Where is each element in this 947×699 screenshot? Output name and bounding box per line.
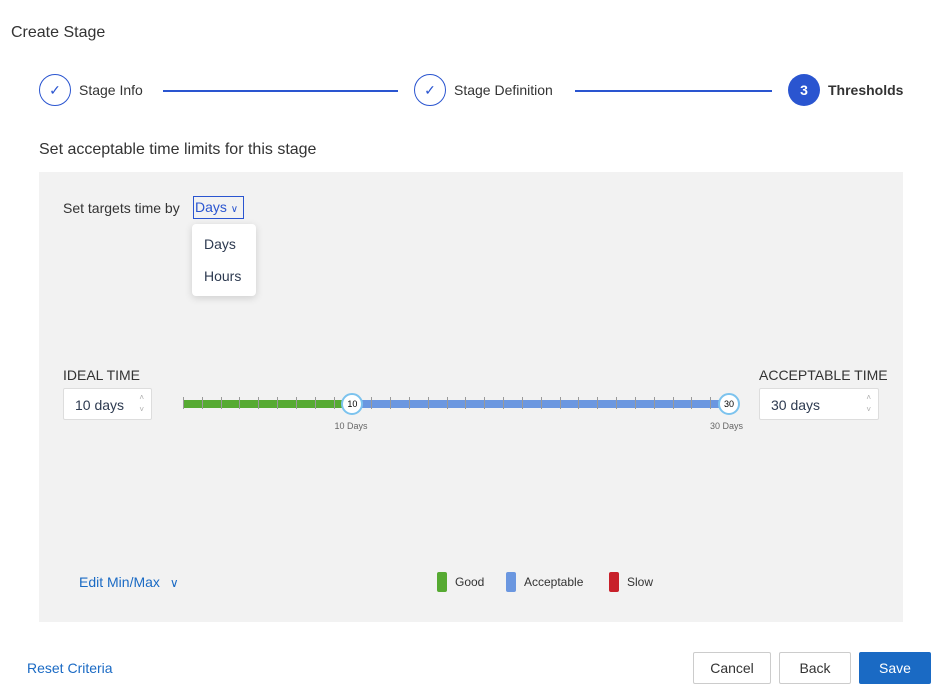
save-button[interactable]: Save [859, 652, 931, 684]
slider-tick [672, 397, 674, 409]
check-icon: ✓ [39, 74, 71, 106]
step-stage-info[interactable]: Stage Info [79, 82, 143, 98]
back-button[interactable]: Back [779, 652, 851, 684]
slider-tick [183, 397, 184, 409]
acceptable-track [352, 400, 729, 408]
slider-tick [691, 397, 693, 409]
slider-tick [201, 397, 203, 409]
slider-tick [521, 397, 523, 409]
slider-tick [559, 397, 561, 409]
unit-select[interactable]: Days ∨ [193, 196, 244, 219]
ideal-caption: 10 Days [334, 421, 368, 431]
good-track [183, 400, 353, 408]
slider-tick [616, 397, 618, 409]
slider-tick [239, 397, 241, 409]
acceptable-caption: 30 Days [710, 421, 744, 431]
spin-down-icon[interactable]: ˅ [866, 405, 871, 414]
slider-tick [408, 397, 410, 409]
spin-up-icon[interactable]: ˄ [866, 393, 871, 402]
slider-tick [710, 397, 712, 409]
targets-label: Set targets time by [63, 200, 180, 216]
step-connector [575, 90, 772, 92]
slider-tick [653, 397, 655, 409]
acceptable-time-input[interactable]: 30 days ˄ ˅ [759, 388, 879, 420]
slider-tick [258, 397, 260, 409]
legend-swatch-acceptable [506, 572, 516, 592]
menu-item-days[interactable]: Days [204, 236, 236, 252]
slider-tick [390, 397, 392, 409]
slider-tick [314, 397, 316, 409]
edit-minmax-label: Edit Min/Max [79, 574, 160, 590]
slider-tick [277, 397, 279, 409]
step-stage-definition[interactable]: Stage Definition [454, 82, 553, 98]
step-thresholds[interactable]: Thresholds [828, 82, 904, 98]
unit-selected: Days [195, 199, 227, 215]
slider-tick [465, 397, 467, 409]
legend-swatch-slow [609, 572, 619, 592]
acceptable-time-value: 30 days [771, 397, 821, 413]
acceptable-handle[interactable]: 30 [718, 393, 740, 415]
chevron-down-icon: ∨ [169, 576, 179, 590]
check-icon: ✓ [414, 74, 446, 106]
section-subtitle: Set acceptable time limits for this stag… [39, 141, 317, 158]
acceptable-time-label: ACCEPTABLE TIME [759, 367, 888, 383]
slider-tick [578, 397, 580, 409]
ideal-time-label: IDEAL TIME [63, 367, 141, 383]
legend-good: Good [455, 575, 485, 589]
slider-tick [220, 397, 222, 409]
legend-slow: Slow [627, 575, 654, 589]
slider-tick [295, 397, 297, 409]
ideal-time-value: 10 days [75, 397, 125, 413]
menu-item-hours[interactable]: Hours [204, 268, 242, 284]
slider-tick [371, 397, 373, 409]
chevron-down-icon: ∨ [230, 204, 239, 215]
legend-acceptable: Acceptable [524, 575, 584, 589]
slider-tick [597, 397, 599, 409]
unit-dropdown-menu: Days Hours [192, 224, 256, 296]
reset-criteria-link[interactable]: Reset Criteria [27, 660, 113, 676]
step-number: 3 [788, 74, 820, 106]
slider-tick [484, 397, 486, 409]
slider-tick [446, 397, 448, 409]
step-connector [163, 90, 398, 92]
page-title: Create Stage [11, 24, 106, 41]
legend-swatch-good [437, 572, 447, 592]
ideal-time-input[interactable]: 10 days ˄ ˅ [63, 388, 152, 420]
ideal-handle[interactable]: 10 [341, 393, 364, 415]
slider-tick [503, 397, 505, 409]
cancel-button[interactable]: Cancel [693, 652, 771, 684]
edit-minmax-link[interactable]: Edit Min/Max ∨ [79, 574, 179, 590]
slider-tick [333, 397, 335, 409]
spin-up-icon[interactable]: ˄ [139, 393, 144, 402]
slider-tick [540, 397, 542, 409]
slider-tick [427, 397, 429, 409]
slider-tick [634, 397, 636, 409]
spin-down-icon[interactable]: ˅ [139, 405, 144, 414]
